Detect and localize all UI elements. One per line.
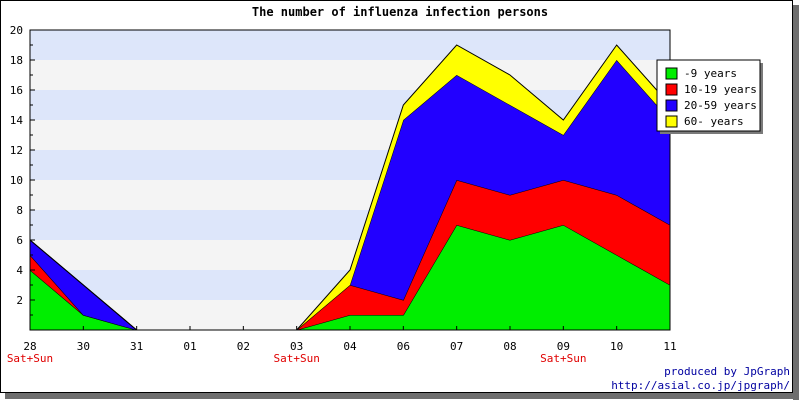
weekend-label: Sat+Sun: [273, 352, 319, 365]
x-tick-label: 09: [557, 340, 570, 353]
legend-label: 60- years: [684, 115, 744, 128]
y-tick-label: 4: [16, 264, 23, 277]
x-tick-label: 06: [397, 340, 410, 353]
grid-band: [30, 90, 670, 120]
axes: 2 4 6 8 10 12 14 16 18 20 28 30 31 01 02 03 04 06 07 08 09 10…: [7, 24, 677, 365]
legend-swatch: [665, 99, 678, 112]
legend-swatch: [665, 115, 678, 128]
credit-line-1: produced by JpGraph: [664, 365, 790, 378]
x-tick-label: 30: [77, 340, 90, 353]
series-area-4: [30, 45, 670, 330]
x-tick-label: 03: [290, 340, 303, 353]
series-area-1: [30, 225, 670, 330]
series-area-2: [30, 180, 670, 330]
legend-label: -9 years: [684, 67, 737, 80]
x-tick-label: 28: [23, 340, 36, 353]
x-tick-label: 01: [183, 340, 196, 353]
series-areas: [29, 44, 671, 331]
y-tick-label: 18: [10, 54, 23, 67]
credit-line-2[interactable]: http://asial.co.jp/jpgraph/: [611, 379, 790, 392]
y-tick-label: 16: [10, 84, 23, 97]
y-tick-label: 6: [16, 234, 23, 247]
chart-title: The number of influenza infection person…: [252, 5, 548, 19]
legend: -9 years 10-19 years 20-59 years 60- years: [656, 59, 763, 134]
x-tick-label: 04: [343, 340, 357, 353]
x-tick-label: 08: [503, 340, 516, 353]
y-tick-label: 10: [10, 174, 23, 187]
x-tick-label: 31: [130, 340, 143, 353]
y-tick-label: 12: [10, 144, 23, 157]
weekend-label: Sat+Sun: [7, 352, 53, 365]
y-tick-label: 14: [10, 114, 24, 127]
y-tick-label: 20: [10, 24, 23, 37]
legend-label: 10-19 years: [684, 83, 757, 96]
legend-swatch: [665, 67, 678, 80]
series-area-3: [30, 60, 670, 330]
frame-shadow-right: [793, 5, 799, 400]
x-tick-label: 11: [663, 340, 676, 353]
grid-band: [30, 30, 670, 60]
frame-shadow-bottom: [5, 393, 799, 399]
y-tick-label: 8: [16, 204, 23, 217]
weekend-label: Sat+Sun: [540, 352, 586, 365]
legend-swatch: [665, 83, 678, 96]
legend-label: 20-59 years: [684, 99, 757, 112]
x-tick-label: 10: [610, 340, 623, 353]
x-tick-label: 02: [237, 340, 250, 353]
x-tick-label: 07: [450, 340, 463, 353]
y-tick-label: 2: [16, 294, 23, 307]
grid-band: [30, 60, 670, 90]
